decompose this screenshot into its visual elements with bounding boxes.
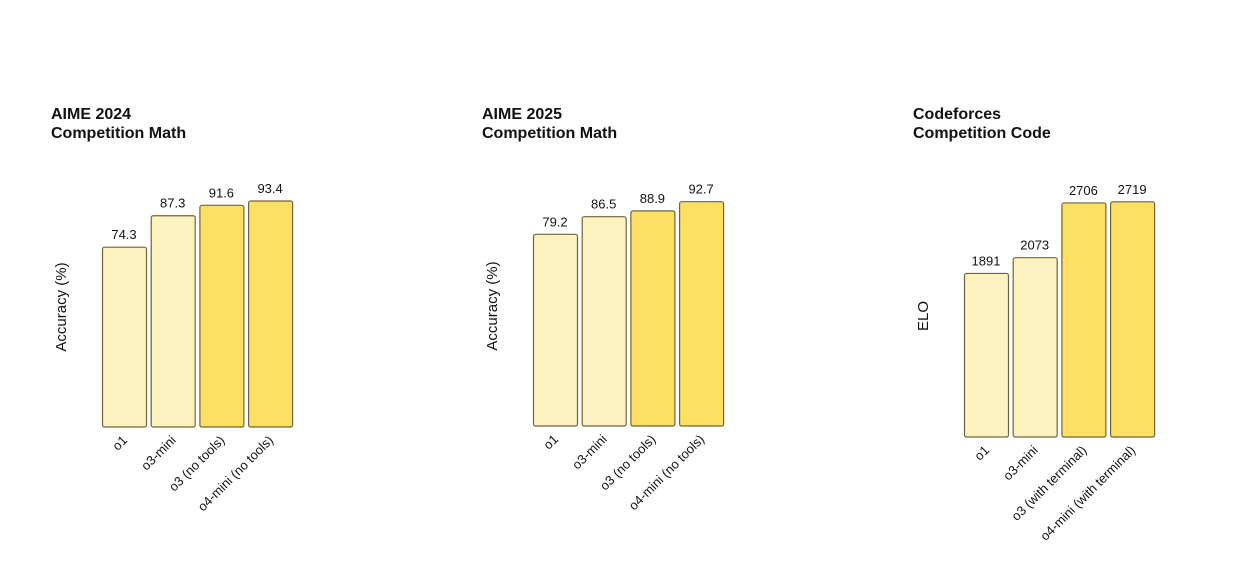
subtitle-line: Competition Math xyxy=(482,125,618,142)
data-label: 1891 xyxy=(972,253,1001,268)
data-label: 86.5 xyxy=(591,197,616,212)
bar xyxy=(101,246,148,428)
data-label: 79.2 xyxy=(542,214,567,229)
bar xyxy=(1061,202,1107,438)
subtitle-line: Competition Math xyxy=(51,125,187,142)
data-label: 2719 xyxy=(1118,182,1147,197)
bar xyxy=(678,201,725,427)
bar xyxy=(248,200,294,428)
y-axis-label: ELO xyxy=(915,301,932,331)
bar xyxy=(963,272,1010,438)
x-tick-label: o1 xyxy=(971,443,992,464)
data-label: 93.4 xyxy=(257,181,282,196)
data-label: 2706 xyxy=(1069,183,1098,198)
x-tick-label: o3-mini xyxy=(138,432,179,473)
bar xyxy=(581,216,627,427)
data-label: 91.6 xyxy=(209,185,234,200)
x-tick-label: o3-mini xyxy=(1000,442,1041,483)
chart-title-codeforces: Codeforces Competition Code xyxy=(913,105,1051,143)
data-label: 2073 xyxy=(1020,238,1049,253)
bar xyxy=(150,215,196,428)
subtitle-line: Competition Code xyxy=(913,125,1051,142)
data-label: 87.3 xyxy=(160,196,185,211)
title-line: Codeforces xyxy=(913,106,1002,123)
bar xyxy=(532,233,579,427)
data-label: 74.3 xyxy=(111,227,136,242)
bar xyxy=(1012,257,1058,438)
data-label: 92.7 xyxy=(688,182,713,197)
chart-title-aime-2025: AIME 2025 Competition Math xyxy=(482,105,617,143)
bar xyxy=(630,210,676,427)
data-label: 88.9 xyxy=(640,191,665,206)
y-axis-label: Accuracy (%) xyxy=(53,262,70,351)
bar xyxy=(199,204,245,428)
chart-title-aime-2024: AIME 2024 Competition Math xyxy=(51,105,186,143)
title-line: AIME 2024 xyxy=(51,106,132,123)
x-tick-label: o3-mini xyxy=(569,431,610,472)
bar xyxy=(1109,201,1156,438)
x-tick-label: o4-mini (with terminal) xyxy=(1037,443,1138,544)
x-tick-label: o1 xyxy=(540,432,561,453)
x-tick-label: o1 xyxy=(109,433,130,454)
y-axis-label: Accuracy (%) xyxy=(484,261,501,350)
title-line: AIME 2025 xyxy=(482,106,563,123)
